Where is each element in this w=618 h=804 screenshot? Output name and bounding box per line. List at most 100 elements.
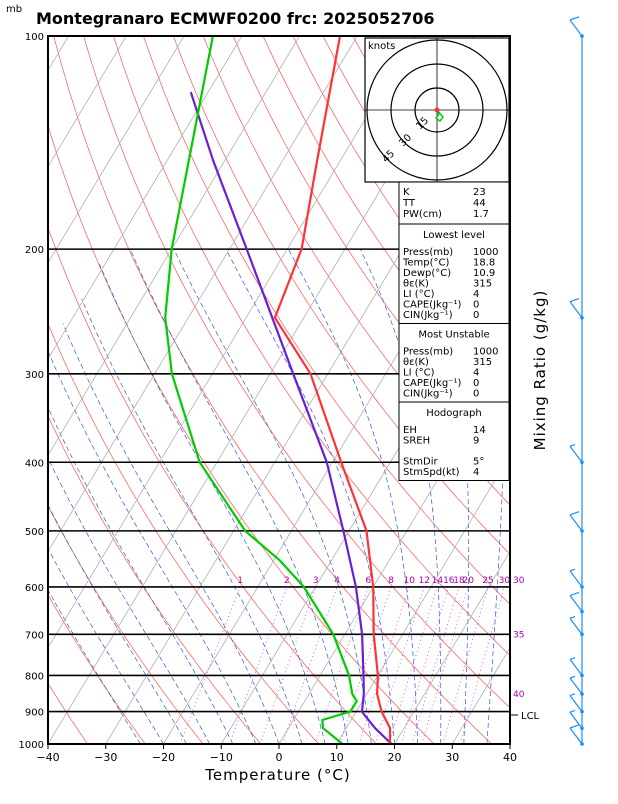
x-tick-label: −20 (152, 751, 175, 764)
index-row-value: 315 (473, 279, 492, 290)
isotherm (0, 36, 11, 744)
wind-barb-flag (570, 658, 575, 660)
mixing-ratio-label: 30 (499, 576, 511, 586)
pressure-tick-label: 300 (25, 370, 44, 381)
wind-barb-flag (570, 592, 579, 595)
index-row-value: 18.8 (473, 258, 495, 269)
mixing-ratio-label: 6 (365, 576, 371, 586)
index-row-value: 1.7 (473, 209, 489, 220)
index-row-value: 10.9 (473, 268, 495, 279)
wind-barb-shaft (570, 446, 582, 462)
mixing-ratio-label: 4 (334, 576, 340, 586)
mixing-ratio-label: 10 (403, 576, 415, 586)
index-row-label: Dewp(°C) (403, 268, 451, 279)
theta-e-label: 35 (513, 630, 524, 640)
hodograph-units: knots (368, 41, 395, 52)
wind-barb-shaft (570, 571, 582, 587)
moist-adiabat (226, 249, 395, 744)
index-row-value: 4 (473, 467, 479, 478)
pressure-tick-label: 500 (25, 527, 44, 538)
chart-title: Montegranaro ECMWF0200 frc: 2025052706 (36, 9, 435, 28)
wind-barb-shaft (570, 302, 582, 318)
x-tick-label: 0 (276, 751, 283, 764)
index-row-value: 23 (473, 187, 486, 198)
wind-barb-shaft (570, 728, 582, 744)
index-row-value: 9 (473, 436, 479, 447)
y-axis-title: Mixing Ratio (g/kg) (531, 290, 549, 451)
index-row-label: CAPE(Jkg⁻¹) (403, 300, 461, 311)
index-row-label: θε(K) (403, 357, 429, 368)
pressure-tick-label: 400 (25, 458, 44, 469)
index-row-value: 5° (473, 457, 484, 468)
pressure-tick-label: 800 (25, 671, 44, 682)
wind-barb-flag (570, 694, 575, 696)
wind-barb-flag (570, 617, 575, 619)
index-row-label: PW(cm) (403, 209, 442, 220)
pressure-tick-label: 1000 (19, 740, 44, 751)
wind-barb-flag (570, 445, 575, 447)
indices-section-title: Lowest level (423, 230, 485, 241)
moist-adiabat (63, 324, 279, 744)
index-row-value: 1000 (473, 247, 498, 258)
index-row-label: Press(mb) (403, 247, 453, 258)
mixing-ratio-line (422, 587, 468, 744)
moist-adiabat (21, 398, 210, 744)
moist-adiabat (130, 249, 348, 744)
wind-barb-flag (570, 299, 579, 302)
wind-barb-shaft (570, 659, 582, 675)
units-label: mb (6, 4, 22, 15)
mixing-ratio-line (283, 587, 338, 744)
mixing-ratio-line (412, 587, 459, 744)
index-row-label: SREH (403, 436, 430, 447)
pressure-tick-label: 100 (25, 32, 44, 43)
index-row-label: EH (403, 425, 417, 436)
x-tick-label: 30 (445, 751, 459, 764)
index-row-value: 4 (473, 289, 479, 300)
wind-barb-shaft (570, 678, 582, 694)
moist-adiabat (0, 462, 140, 744)
index-row-label: Temp(°C) (402, 258, 450, 269)
pressure-tick-label: 600 (25, 583, 44, 594)
hodograph-storm-marker (435, 108, 440, 113)
mixing-ratio-label: 20 (462, 576, 474, 586)
index-row-value: 44 (473, 198, 486, 209)
pressure-tick-label: 900 (25, 708, 44, 719)
mixing-ratio-line (229, 587, 287, 744)
index-row-value: 0 (473, 300, 479, 311)
index-row-label: CIN(Jkg⁻¹) (403, 389, 453, 400)
mixing-ratio-label: 1 (237, 576, 243, 586)
series-line-parcel (191, 92, 392, 744)
theta-e-label: 30 (513, 576, 525, 586)
index-row-label: LI (°C) (403, 289, 435, 300)
index-row-label: CAPE(Jkg⁻¹) (403, 378, 461, 389)
indices-section-title: Hodograph (426, 408, 481, 419)
moist-adiabat (35, 379, 232, 744)
wind-barb-flag (570, 569, 575, 571)
wind-barb-flag (570, 725, 579, 728)
x-axis-title: Temperature (°C) (204, 766, 350, 784)
index-row-value: 0 (473, 378, 479, 389)
wind-barb-flag (570, 17, 579, 20)
x-tick-label: −30 (94, 751, 117, 764)
wind-barb-shaft (570, 596, 582, 612)
background-lines (0, 36, 618, 744)
mixing-ratio-label: 12 (419, 576, 430, 586)
mixing-ratio-line (340, 587, 391, 744)
dry-adiabat (0, 36, 145, 744)
mixing-ratio-label: 14 (432, 576, 444, 586)
x-tick-label: −40 (36, 751, 59, 764)
wind-barb-shaft (570, 515, 582, 531)
theta-e-label: 40 (513, 690, 525, 700)
x-tick-label: 40 (503, 751, 517, 764)
wind-barb-flag (570, 710, 575, 712)
index-row-value: 14 (473, 425, 486, 436)
index-row-label: θε(K) (403, 279, 429, 290)
pressure-tick-label: 700 (25, 630, 44, 641)
wind-barb-column (570, 17, 584, 746)
isotherm (510, 36, 618, 744)
